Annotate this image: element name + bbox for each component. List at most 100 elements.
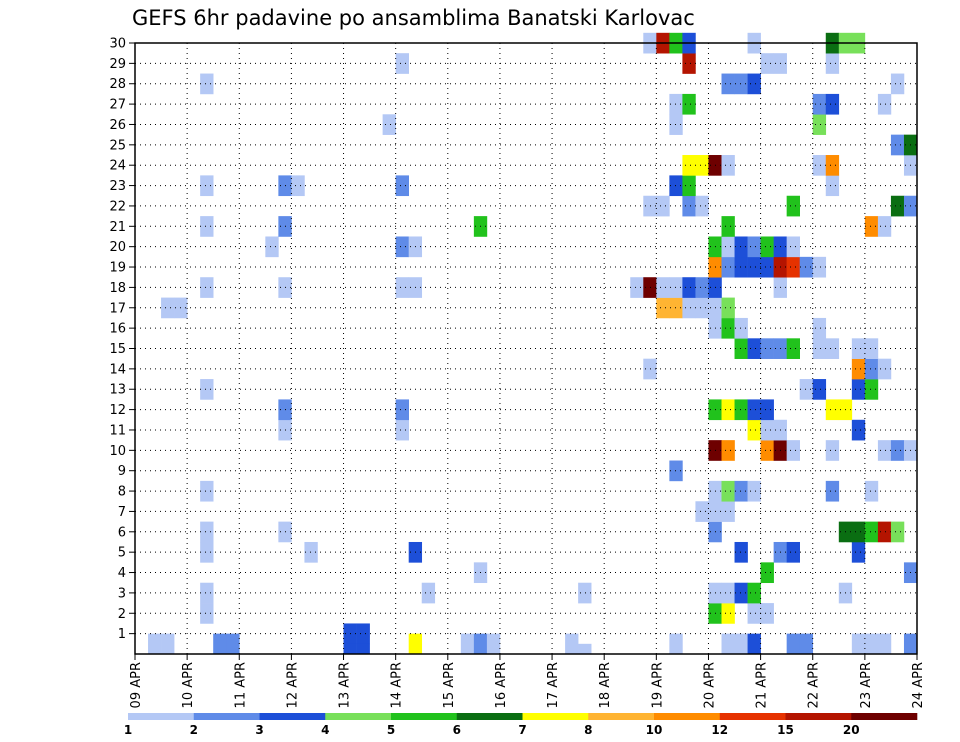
- heatmap-cell: [747, 399, 761, 421]
- legend-swatch: [193, 713, 260, 720]
- legend-label: 15: [777, 723, 794, 737]
- heatmap-cell: [734, 338, 748, 359]
- heatmap-cell: [643, 358, 657, 380]
- heatmap-cell: [825, 93, 840, 115]
- y-tick-label: 21: [109, 220, 126, 235]
- legend-label: 6: [453, 723, 461, 737]
- heatmap-cell: [721, 440, 735, 461]
- heatmap-cell: [734, 633, 748, 655]
- legend-swatch: [456, 713, 523, 720]
- heatmap-cell: [669, 460, 683, 482]
- heatmap-cell: [200, 379, 214, 400]
- heatmap-cell: [747, 603, 761, 624]
- heatmap-cell: [864, 521, 879, 543]
- heatmap-cell: [877, 521, 892, 543]
- legend-swatch: [259, 713, 326, 720]
- heatmap-cell: [890, 195, 905, 217]
- heatmap-cell: [721, 399, 735, 421]
- heatmap-cell: [395, 399, 409, 421]
- heatmap-cell: [747, 582, 761, 604]
- heatmap-cell: [799, 633, 814, 655]
- heatmap-cell: [721, 73, 735, 95]
- legend-swatch: [128, 713, 195, 720]
- heatmap-cell: [343, 643, 357, 655]
- heatmap-cell: [812, 338, 827, 359]
- heatmap-cell: [721, 155, 735, 176]
- heatmap-cell: [395, 277, 409, 298]
- heatmap-cell: [812, 379, 827, 400]
- heatmap-cell: [864, 338, 879, 359]
- heatmap-cell: [200, 73, 214, 95]
- heatmap-cell: [864, 358, 879, 380]
- legend-label: 20: [843, 723, 860, 737]
- y-tick-label: 5: [118, 546, 126, 561]
- heatmap-cell: [721, 603, 735, 624]
- y-tick-label: 8: [118, 485, 126, 500]
- y-tick-label: 3: [118, 586, 126, 601]
- heatmap-cell: [643, 277, 657, 298]
- legend-swatch: [785, 713, 852, 720]
- heatmap-cell: [682, 155, 696, 176]
- heatmap-cell: [734, 317, 748, 339]
- legend-swatch: [391, 713, 458, 720]
- heatmap-cell: [291, 175, 305, 197]
- heatmap-cell: [851, 419, 866, 441]
- heatmap-cell: [356, 643, 370, 655]
- legend-swatch: [851, 713, 918, 720]
- x-tick-label: 17 APR: [546, 662, 561, 708]
- heatmap-cell: [786, 338, 800, 359]
- heatmap-cell: [473, 633, 488, 655]
- x-tick-label: 18 APR: [598, 662, 613, 708]
- heatmap-cell: [669, 114, 683, 135]
- heatmap-cell: [578, 643, 592, 655]
- heatmap-cell: [643, 195, 657, 217]
- heatmap-cell: [721, 501, 735, 522]
- heatmap-cell: [747, 256, 761, 278]
- heatmap-cell: [825, 480, 840, 502]
- heatmap-cell: [760, 562, 774, 584]
- heatmap-cell: [682, 53, 696, 74]
- heatmap-cell: [760, 419, 774, 441]
- heatmap-cell: [786, 541, 800, 563]
- heatmap-cell: [148, 633, 162, 655]
- heatmap-cell: [864, 379, 879, 400]
- heatmap-cell: [890, 73, 905, 95]
- heatmap-cell: [721, 480, 735, 502]
- heatmap-cell: [200, 521, 214, 543]
- legend-label: 8: [584, 723, 592, 737]
- y-tick-label: 13: [109, 383, 126, 398]
- heatmap-cell: [656, 277, 670, 298]
- heatmap-cell: [200, 480, 214, 502]
- heatmap-cell: [408, 633, 423, 655]
- legend-label: 2: [190, 723, 198, 737]
- x-tick-label: 22 APR: [807, 662, 822, 708]
- heatmap-cell: [200, 277, 214, 298]
- heatmap-cell: [200, 582, 214, 604]
- heatmap-cell: [669, 93, 683, 115]
- y-tick-label: 11: [109, 423, 126, 438]
- legend-swatch: [522, 713, 589, 720]
- legend-swatch: [588, 713, 655, 720]
- heatmap-cell: [851, 338, 866, 359]
- heatmap-cell: [630, 277, 644, 298]
- heatmap-cell: [682, 195, 696, 217]
- heatmap-cell: [877, 93, 892, 115]
- heatmap-cell: [734, 73, 748, 95]
- heatmap-cell: [669, 633, 683, 655]
- heatmap-cell: [682, 277, 696, 298]
- heatmap-cell: [695, 501, 709, 522]
- y-tick-label: 22: [109, 199, 126, 214]
- heatmap-cell: [812, 114, 827, 135]
- heatmap-cell: [265, 236, 279, 258]
- y-tick-label: 17: [109, 301, 126, 316]
- heatmap-cell: [200, 175, 214, 197]
- heatmap-cell: [682, 297, 696, 319]
- x-tick-label: 12 APR: [285, 662, 300, 708]
- heatmap-cell: [903, 633, 918, 655]
- legend-label: 5: [387, 723, 395, 737]
- heatmap-cell: [669, 175, 683, 197]
- heatmap-cell: [786, 236, 800, 258]
- heatmap-cell: [356, 623, 370, 645]
- heatmap-cell: [565, 633, 579, 655]
